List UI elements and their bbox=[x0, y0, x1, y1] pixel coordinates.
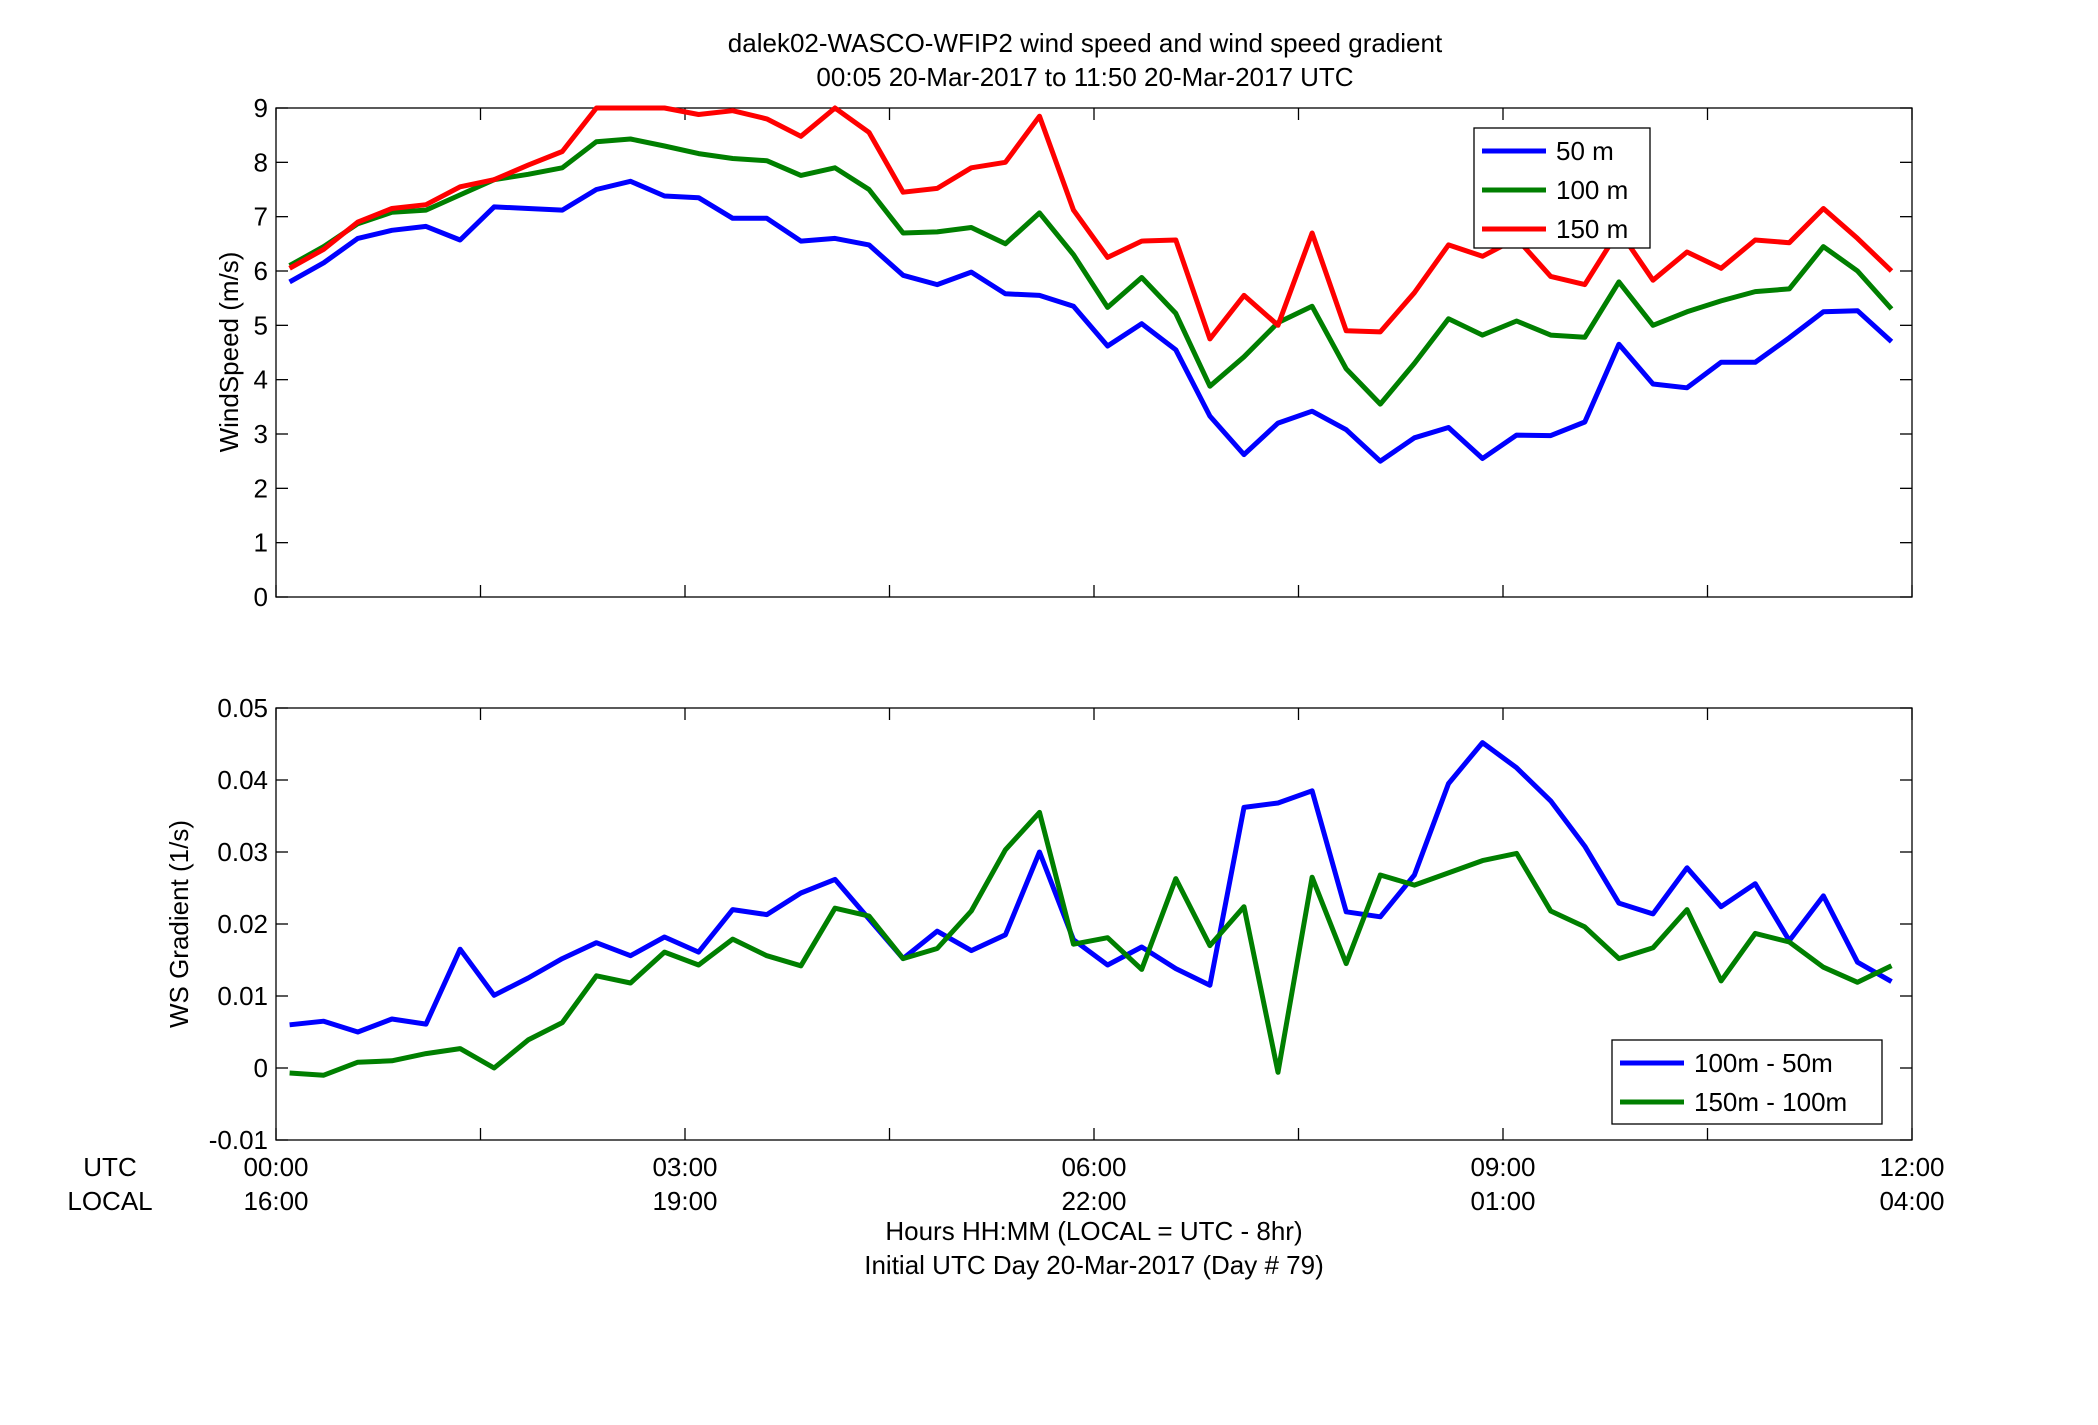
x-tick-label-local: 01:00 bbox=[1470, 1186, 1535, 1216]
gradient-series-line-100m-50m bbox=[289, 740, 1893, 1035]
x-tick-label-utc: 00:00 bbox=[243, 1152, 308, 1182]
gradient-y-tick-label: 0.01 bbox=[217, 981, 268, 1011]
row-label-utc: UTC bbox=[83, 1152, 136, 1182]
legend-label-50m: 50 m bbox=[1556, 136, 1614, 166]
windspeed-y-tick-label: 3 bbox=[254, 419, 268, 449]
x-tick-label-local: 16:00 bbox=[243, 1186, 308, 1216]
gradient-y-axis-label: WS Gradient (1/s) bbox=[164, 820, 194, 1028]
windspeed-y-tick-label: 1 bbox=[254, 528, 268, 558]
legend-label-100m: 100 m bbox=[1556, 175, 1628, 205]
legend-label-100m-50m: 100m - 50m bbox=[1694, 1048, 1833, 1078]
x-tick-label-local: 19:00 bbox=[652, 1186, 717, 1216]
windspeed-y-tick-label: 5 bbox=[254, 310, 268, 340]
x-tick-label-utc: 12:00 bbox=[1879, 1152, 1944, 1182]
gradient-legend-box bbox=[1611, 1039, 1883, 1125]
gradient-legend: 100m - 50m 150m - 100m bbox=[1611, 1039, 1883, 1125]
chart-title: dalek02-WASCO-WFIP2 wind speed and wind … bbox=[728, 28, 1443, 58]
windspeed-y-tick-label: 9 bbox=[254, 93, 268, 123]
x-tick-label-utc: 03:00 bbox=[652, 1152, 717, 1182]
x-tick-label-local: 22:00 bbox=[1061, 1186, 1126, 1216]
windspeed-y-axis-label: WindSpeed (m/s) bbox=[214, 252, 244, 453]
gradient-series-line-150m-100m bbox=[289, 809, 1893, 1078]
x-tick-label-local: 04:00 bbox=[1879, 1186, 1944, 1216]
gradient-y-tick-label: -0.01 bbox=[209, 1125, 268, 1155]
legend-label-150m: 150 m bbox=[1556, 214, 1628, 244]
x-axis-sublabel: Initial UTC Day 20-Mar-2017 (Day # 79) bbox=[864, 1250, 1324, 1280]
windspeed-y-tick-label: 4 bbox=[254, 365, 268, 395]
gradient-y-tick-label: 0 bbox=[254, 1053, 268, 1083]
windspeed-y-tick-label: 8 bbox=[254, 147, 268, 177]
gradient-y-tick-label: 0.02 bbox=[217, 909, 268, 939]
windspeed-y-tick-label: 0 bbox=[254, 582, 268, 612]
row-label-local: LOCAL bbox=[67, 1186, 152, 1216]
gradient-y-tick-label: 0.03 bbox=[217, 837, 268, 867]
chart-subtitle: 00:05 20-Mar-2017 to 11:50 20-Mar-2017 U… bbox=[816, 62, 1353, 92]
gradient-y-tick-label: 0.05 bbox=[217, 693, 268, 723]
x-tick-label-utc: 09:00 bbox=[1470, 1152, 1535, 1182]
x-axis-label: Hours HH:MM (LOCAL = UTC - 8hr) bbox=[885, 1216, 1302, 1246]
x-tick-label-utc: 06:00 bbox=[1061, 1152, 1126, 1182]
windspeed-series-line-100-m bbox=[288, 136, 1894, 407]
gradient-panel: -0.01 0 0.01 0.02 0.03 0.04 0.05 00:00 16:00 03:… bbox=[164, 693, 1945, 1216]
windspeed-panel: 0 1 2 3 4 5 6 7 8 9 WindSpeed (m/s) 50 m 100 m 15… bbox=[214, 93, 1913, 612]
windspeed-y-tick-label: 2 bbox=[254, 473, 268, 503]
windspeed-legend: 50 m 100 m 150 m bbox=[1473, 127, 1651, 249]
legend-label-150m-100m: 150m - 100m bbox=[1694, 1087, 1847, 1117]
windspeed-y-tick-label: 6 bbox=[254, 256, 268, 286]
gradient-y-tick-label: 0.04 bbox=[217, 765, 268, 795]
windspeed-series-line-50-m bbox=[288, 178, 1894, 464]
windspeed-y-tick-label: 7 bbox=[254, 202, 268, 232]
